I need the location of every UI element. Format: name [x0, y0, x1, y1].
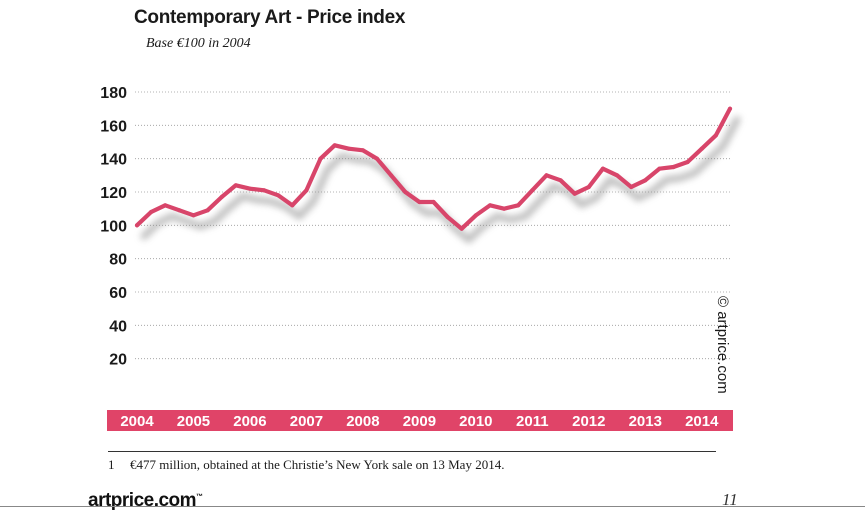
x-tick-label: 2007: [290, 413, 323, 430]
data-point: [473, 213, 478, 218]
data-point: [417, 199, 422, 205]
data-point: [502, 206, 507, 211]
data-point: [487, 203, 493, 208]
data-point: [657, 166, 662, 171]
x-tick-label: 2012: [572, 413, 605, 430]
footnote-text: €477 million, obtained at the Christie’s…: [130, 457, 505, 472]
data-point: [360, 148, 365, 153]
x-tick-label: 2011: [516, 413, 549, 430]
chart-subtitle: Base €100 in 2004: [146, 36, 251, 51]
y-tick-label: 20: [109, 352, 127, 369]
y-tick-label: 100: [100, 218, 127, 235]
data-point: [558, 178, 563, 183]
data-point: [290, 203, 295, 208]
data-point: [247, 186, 253, 191]
data-point: [671, 164, 676, 170]
x-axis-band: [107, 410, 733, 431]
data-point: [332, 143, 337, 148]
data-point: [403, 189, 408, 195]
artprice-watermark: © artprice.com: [714, 296, 731, 394]
data-point: [727, 106, 733, 111]
x-tick-label: 2010: [459, 413, 492, 430]
data-point: [643, 178, 648, 183]
data-point: [276, 193, 281, 198]
data-point: [544, 173, 549, 178]
y-tick-label: 140: [100, 152, 127, 169]
x-tick-label: 2008: [346, 413, 379, 430]
data-point: [304, 188, 309, 193]
data-point: [530, 188, 535, 193]
logo-trademark: ™: [196, 493, 203, 501]
x-tick-label: 2009: [403, 413, 436, 430]
data-point: [572, 191, 577, 196]
data-point: [205, 208, 210, 213]
y-tick-label: 180: [100, 85, 127, 102]
y-tick-label: 120: [100, 185, 127, 202]
data-point: [713, 133, 719, 138]
data-point: [318, 156, 323, 161]
data-point: [163, 203, 168, 208]
series-shadow: [140, 116, 741, 244]
data-point: [516, 203, 521, 208]
x-tick-label: 2005: [177, 413, 210, 430]
data-point: [191, 213, 196, 218]
data-point: [389, 173, 394, 178]
data-point: [459, 226, 464, 231]
y-tick-label: 40: [109, 318, 127, 335]
grid-lines: [135, 91, 730, 360]
y-axis-ticks: 20 40 60 80 100 120 140 160 180: [100, 85, 127, 369]
data-point: [586, 184, 591, 190]
footnote: 1 €477 million, obtained at the Christie’…: [108, 457, 504, 473]
data-point: [699, 146, 704, 151]
data-point: [262, 188, 267, 193]
chart-title: Contemporary Art - Price index: [134, 7, 406, 28]
data-point: [134, 223, 140, 228]
data-point: [233, 183, 238, 188]
artprice-logo: artprice.com™: [88, 490, 203, 512]
series-line-layer: [134, 106, 733, 231]
series-line-shadow: [140, 116, 741, 244]
x-tick-label: 2006: [233, 413, 266, 430]
data-point: [445, 214, 450, 220]
price-index-chart: 20 40 60 80 100 120 140 160 180 2004 2005 2006 2007…: [100, 85, 741, 431]
data-point: [431, 199, 436, 205]
data-point: [346, 146, 351, 151]
footnote-number: 1: [108, 457, 115, 472]
data-point: [614, 173, 620, 178]
x-tick-label: 2004: [120, 413, 154, 430]
y-tick-label: 60: [109, 285, 127, 302]
data-point: [600, 166, 606, 171]
x-tick-label: 2014: [685, 413, 719, 430]
data-point: [629, 184, 634, 190]
y-tick-label: 80: [109, 252, 127, 269]
logo-text: artprice.com: [88, 490, 197, 511]
y-tick-label: 160: [100, 118, 127, 135]
data-point: [374, 156, 380, 161]
data-point: [149, 209, 154, 215]
data-point: [219, 194, 224, 200]
x-tick-label: 2013: [629, 413, 662, 430]
data-point: [685, 159, 690, 165]
x-axis-ticks: 2004 2005 2006 2007 2008 2009 2010 2011 2012 2013…: [120, 413, 719, 430]
page-number: 11: [722, 490, 738, 509]
data-point: [177, 208, 182, 213]
footnote-divider: [108, 451, 716, 452]
footer-rule: [0, 506, 865, 507]
